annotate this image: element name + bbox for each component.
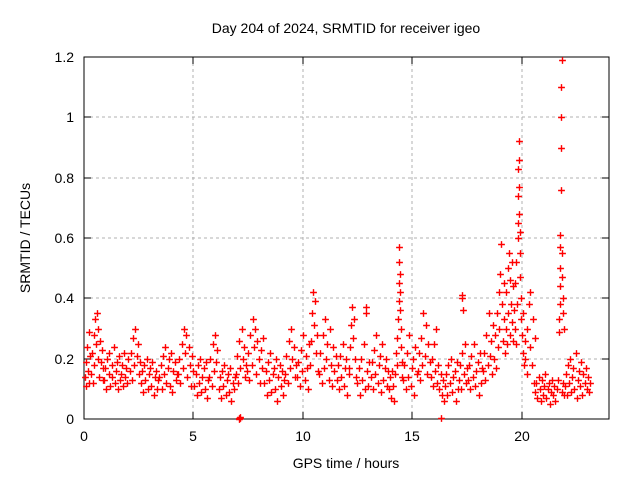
- y-tick-label: 0.8: [55, 170, 75, 186]
- y-tick-label: 1.2: [55, 49, 75, 65]
- data-points-srmtid: [82, 57, 594, 423]
- y-tick-label: 0.4: [55, 290, 75, 306]
- chart-title: Day 204 of 2024, SRMTID for receiver ige…: [212, 20, 481, 36]
- x-tick-label: 20: [514, 428, 530, 444]
- y-tick-label: 0.6: [55, 230, 75, 246]
- x-tick-label: 15: [404, 428, 420, 444]
- y-tick-label: 0: [66, 411, 74, 427]
- y-tick-label: 1: [66, 109, 74, 125]
- x-tick-label: 5: [189, 428, 197, 444]
- x-tick-label: 10: [295, 428, 311, 444]
- y-tick-label: 0.2: [55, 351, 75, 367]
- y-axis-label: SRMTID / TECUs: [17, 183, 33, 293]
- x-axis-label: GPS time / hours: [293, 455, 400, 471]
- x-tick-label: 0: [80, 428, 88, 444]
- plot-border: [83, 56, 610, 420]
